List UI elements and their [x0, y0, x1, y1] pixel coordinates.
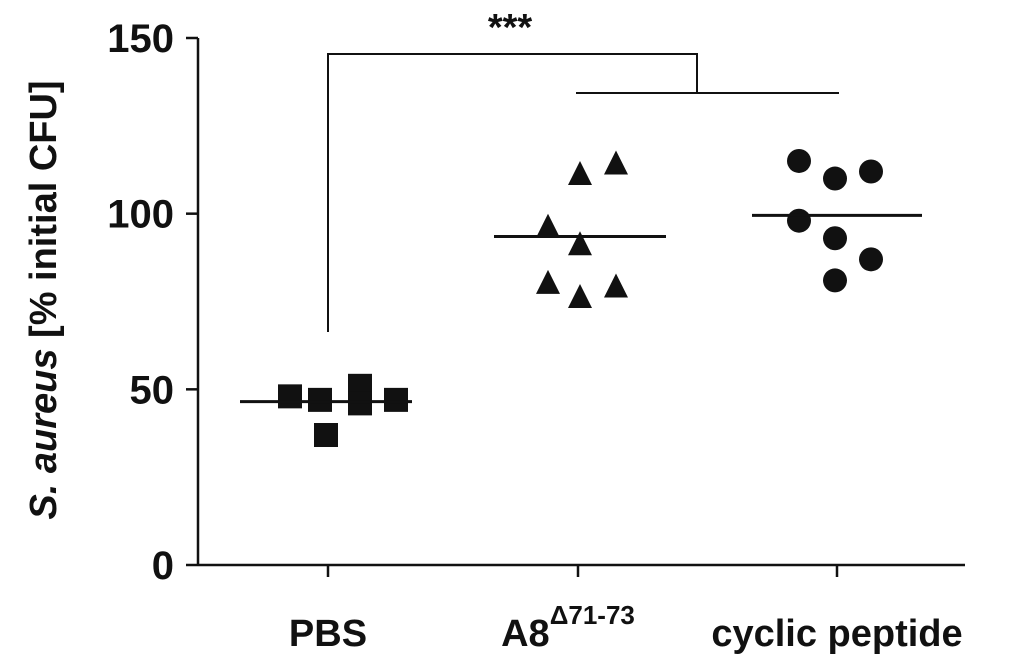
x-tick-label-main: cyclic peptide: [711, 613, 962, 655]
triangle-point: [568, 161, 592, 186]
triangle-point: [604, 273, 628, 298]
median-lines: [240, 213, 922, 404]
y-axis-label-italic: S. aureus: [23, 349, 65, 520]
square-point: [314, 423, 338, 448]
circle-point: [823, 226, 847, 251]
x-tick-label-main: PBS: [289, 613, 367, 655]
triangle-point: [536, 269, 560, 294]
y-tick-label: 100: [107, 193, 174, 237]
x-tick-label: cyclic peptide: [711, 613, 962, 655]
y-axis-label: S. aureus [% initial CFU]: [23, 80, 65, 519]
significance-bracket: [327, 53, 839, 332]
square-point: [308, 387, 332, 412]
circle-point: [859, 159, 883, 184]
triangle-point: [536, 213, 560, 238]
y-tick-label: 150: [107, 17, 174, 61]
x-tick-label: A8Δ71-73: [501, 600, 635, 655]
square-point: [348, 391, 372, 416]
circle-point: [859, 247, 883, 272]
circle-point: [823, 268, 847, 293]
square-point: [384, 387, 408, 412]
circle-point: [787, 208, 811, 233]
y-axis-label-rest: [% initial CFU]: [23, 80, 65, 348]
triangle-point: [604, 150, 628, 175]
y-axis: 0 50 100 150: [107, 17, 200, 588]
y-tick-label: 50: [130, 368, 175, 412]
significance-label: ***: [488, 7, 533, 49]
square-point: [278, 384, 302, 409]
data-points: [278, 148, 883, 448]
circle-point: [823, 166, 847, 191]
bracket-main: [327, 53, 698, 332]
x-axis: PBS A8Δ71-73 cyclic peptide: [198, 563, 965, 655]
triangle-point: [568, 231, 592, 256]
circle-point: [787, 148, 811, 173]
x-tick-label: PBS: [289, 613, 367, 655]
triangle-point: [568, 283, 592, 308]
x-tick-label-main: A8: [501, 613, 550, 655]
x-tick-label-sup: Δ71-73: [550, 600, 635, 630]
y-tick-label: 0: [152, 544, 174, 588]
